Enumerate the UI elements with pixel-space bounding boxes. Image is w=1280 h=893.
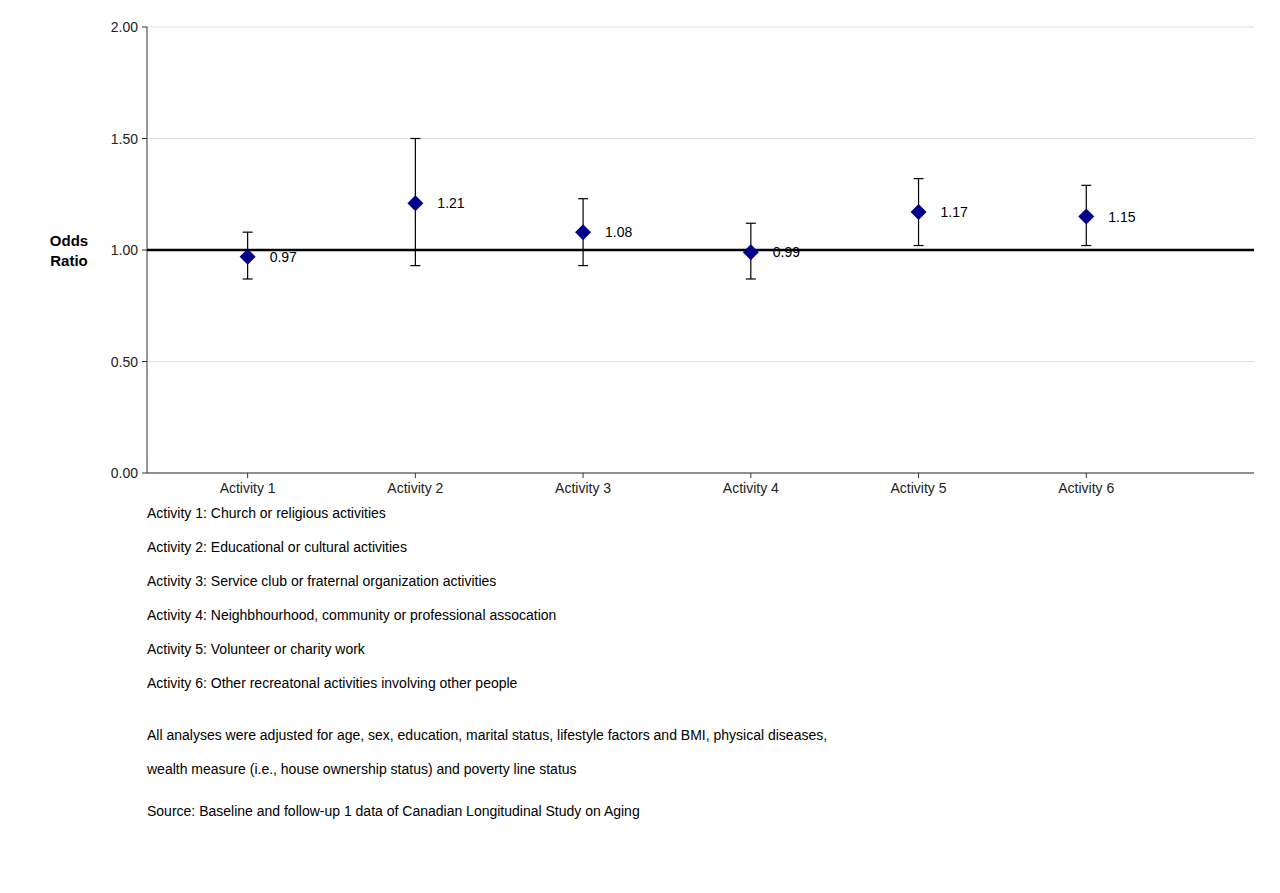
y-tick xyxy=(142,27,147,28)
notes: Activity 1: Church or religious activiti… xyxy=(147,505,556,691)
x-tick-label: Activity 4 xyxy=(723,480,779,496)
x-tick-label: Activity 1 xyxy=(220,480,276,496)
error-bar-cap-lower xyxy=(410,265,420,266)
x-tick-label: Activity 2 xyxy=(387,480,443,496)
y-label-line: Ratio xyxy=(50,252,88,269)
note-line: Activity 2: Educational or cultural acti… xyxy=(147,539,407,555)
x-tick-label: Activity 6 xyxy=(1058,480,1114,496)
data-label: 0.99 xyxy=(773,244,800,260)
x-tick xyxy=(750,473,751,478)
x-tick xyxy=(918,473,919,478)
grid-line xyxy=(147,250,1254,251)
data-labels: 0.97 1.21 1.08 0.99 1.17 1.15 xyxy=(270,195,1136,265)
footnote-line: wealth measure (i.e., house ownership st… xyxy=(146,761,577,777)
grid-line xyxy=(147,361,1254,362)
footnotes: All analyses were adjusted for age, sex,… xyxy=(146,727,827,777)
y-grid xyxy=(147,27,1254,473)
note-line: Activity 3: Service club or fraternal or… xyxy=(147,573,496,589)
marks xyxy=(147,139,1254,279)
note-line: Activity 5: Volunteer or charity work xyxy=(147,641,366,657)
point xyxy=(743,244,759,260)
point xyxy=(240,249,256,265)
x-tick xyxy=(247,473,248,478)
x-axis-line xyxy=(147,473,1254,474)
error-bar-cap-lower xyxy=(1081,245,1091,246)
y-tick-label: 0.00 xyxy=(111,465,138,481)
x-tick-label: Activity 5 xyxy=(891,480,947,496)
background xyxy=(0,0,1280,893)
x-tick-label: Activity 3 xyxy=(555,480,611,496)
grid-line xyxy=(147,473,1254,474)
y-tick-label: 0.50 xyxy=(111,354,138,370)
chart: 0.000.501.001.502.00OddsRatioActivity 1A… xyxy=(0,0,1280,893)
error-bar-cap-lower xyxy=(243,278,253,279)
error-bar-cap-upper xyxy=(243,232,253,233)
note-line: Activity 1: Church or religious activiti… xyxy=(147,505,386,521)
note-line: Activity 4: Neighbhourhood, community or… xyxy=(147,607,556,623)
point xyxy=(575,224,591,240)
y-label: Odds Ratio xyxy=(50,232,88,269)
note-line: Activity 6: Other recreatonal activities… xyxy=(147,675,518,691)
footnote-line: All analyses were adjusted for age, sex,… xyxy=(147,727,827,743)
point xyxy=(911,204,927,220)
data-label: 1.17 xyxy=(941,204,968,220)
grid-line xyxy=(147,27,1254,28)
y-tick xyxy=(142,473,147,474)
x-tick xyxy=(415,473,416,478)
y-tick-label: 2.00 xyxy=(111,19,138,35)
y-tick-label: 1.00 xyxy=(111,242,138,258)
error-bar-cap-lower xyxy=(914,245,924,246)
y-tick xyxy=(142,361,147,362)
grid-line xyxy=(147,138,1254,139)
error-bar-cap-lower xyxy=(578,265,588,266)
data-label: 1.21 xyxy=(437,195,464,211)
source: Source: Baseline and follow-up 1 data of… xyxy=(147,803,640,819)
error-bar-cap-upper xyxy=(578,198,588,199)
reference-line xyxy=(147,249,1254,252)
y-label-line: Odds xyxy=(50,232,88,249)
y-tick xyxy=(142,138,147,139)
y-tick-label: 1.50 xyxy=(111,131,138,147)
error-bar-cap-upper xyxy=(746,223,756,224)
x-tick xyxy=(583,473,584,478)
y-tick xyxy=(142,250,147,251)
data-label: 1.15 xyxy=(1108,209,1135,225)
point xyxy=(1078,209,1094,225)
data-label: 1.08 xyxy=(605,224,632,240)
point xyxy=(407,195,423,211)
x-axis: Activity 1 Activity 2 Activity 3 Activity 4… xyxy=(220,473,1115,496)
x-tick xyxy=(1086,473,1087,478)
error-bar-cap-upper xyxy=(1081,185,1091,186)
error-bar-cap-upper xyxy=(914,178,924,179)
error-bar-cap-lower xyxy=(746,278,756,279)
data-label: 0.97 xyxy=(270,249,297,265)
y-axis: 0.00 0.50 1.00 1.50 2.00 xyxy=(111,19,147,481)
error-bar-cap-upper xyxy=(410,138,420,139)
